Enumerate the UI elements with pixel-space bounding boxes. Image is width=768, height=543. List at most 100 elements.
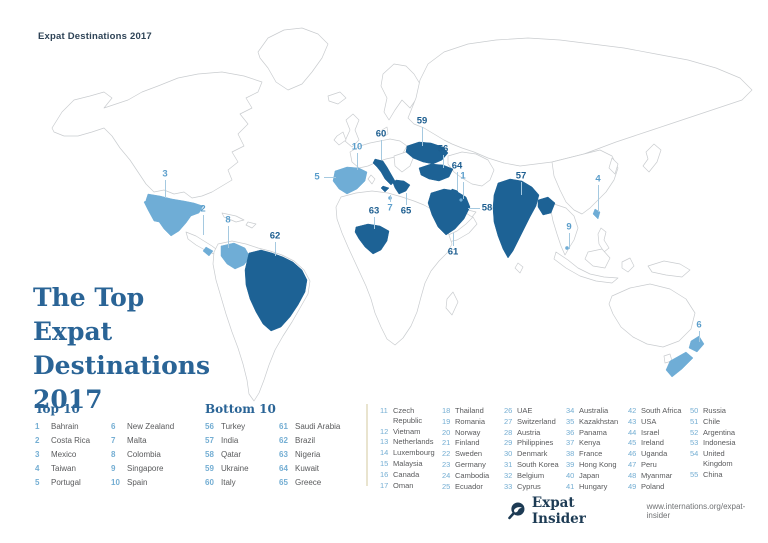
map-rank-10: 10 xyxy=(351,141,363,153)
ranking-country: South Africa xyxy=(641,406,682,415)
ranking-number: 13 xyxy=(380,437,389,447)
rank-leader-line xyxy=(164,180,166,198)
page-header-label: Expat Destinations 2017 xyxy=(38,31,152,42)
ranking-item: 19 Romania xyxy=(442,417,504,427)
ranking-column: 6 New Zealand 7 Malta 8 Colombia 9 Singapore 10 S… xyxy=(111,420,187,490)
rank-leader-line xyxy=(373,217,375,229)
philippines-outline xyxy=(597,227,610,253)
highlighted-countries xyxy=(143,141,705,378)
rank-leader-line xyxy=(468,207,480,209)
ranking-item: 5 Portugal xyxy=(35,476,111,490)
rankings-legend: Top 10 1 Bahrain 2 Costa Rica 3 Mexico 4 Taiwan… xyxy=(0,402,768,502)
ranking-item: 9 Singapore xyxy=(111,462,187,476)
rank-leader-line xyxy=(356,153,358,170)
ranking-country: Luxembourg xyxy=(393,448,435,458)
madagascar-outline xyxy=(445,291,459,316)
ranking-item: 13 Netherlands xyxy=(380,437,442,447)
ranking-column: 56 Turkey 57 India 58 Qatar 59 Ukraine 60 Italy xyxy=(205,420,279,490)
sumatra-java-outline xyxy=(553,251,619,284)
ranking-number: 62 xyxy=(279,436,288,445)
footer-url: www.internations.org/expat-insider xyxy=(646,502,746,520)
map-rank-63: 63 xyxy=(368,205,380,217)
ranking-country: Hungary xyxy=(579,481,608,491)
turkey-shape xyxy=(418,163,454,182)
ranking-item: 46 Uganda xyxy=(628,449,690,459)
ranking-number: 17 xyxy=(380,480,389,490)
ranking-country: Philippines xyxy=(517,438,554,448)
ranking-country: Brazil xyxy=(295,436,316,445)
ranking-country: Cambodia xyxy=(455,470,490,480)
ranking-number: 56 xyxy=(205,422,214,431)
ranking-number: 40 xyxy=(566,470,575,480)
map-rank-3: 3 xyxy=(162,168,168,180)
ranking-country: Sweden xyxy=(455,449,483,459)
ranking-item: 1 Bahrain xyxy=(35,420,111,434)
russia-asia-outline xyxy=(407,37,753,167)
ranking-number: 3 xyxy=(35,450,40,459)
ranking-country: Bahrain xyxy=(51,422,79,431)
ranking-country: Nigeria xyxy=(295,450,321,459)
ranking-country: Spain xyxy=(127,478,148,487)
iberia-shape xyxy=(332,166,368,195)
ranking-item: 57 India xyxy=(205,434,279,448)
denmark-outline xyxy=(381,126,389,138)
rank-leader-line xyxy=(324,176,336,178)
ranking-country: USA xyxy=(641,416,657,426)
ranking-item: 7 Malta xyxy=(111,434,187,448)
ranking-country: Hong Kong xyxy=(579,459,617,469)
ranking-item: 60 Italy xyxy=(205,476,279,490)
ranking-number: 59 xyxy=(205,464,214,473)
ranking-number: 11 xyxy=(380,406,388,415)
australia-outline xyxy=(608,283,696,348)
indochina-outline xyxy=(550,203,579,256)
ranking-country: Netherlands xyxy=(393,437,434,447)
ranking-country: Malta xyxy=(127,436,147,445)
rank-leader-line xyxy=(380,140,382,160)
ranking-column: 61 Saudi Arabia 62 Brazil 63 Nigeria 64 Kuwait 6… xyxy=(279,420,353,490)
greece-shape xyxy=(392,179,411,195)
rank-leader-line xyxy=(421,127,423,146)
ranking-item: 51 Chile xyxy=(690,417,752,427)
ranking-item: 42 South Africa xyxy=(628,406,690,416)
ranking-country: Oman xyxy=(393,480,414,490)
ranking-country: India xyxy=(221,436,239,445)
map-rank-1: 1 xyxy=(460,170,466,182)
ranking-number: 43 xyxy=(628,416,637,426)
ranking-country: Poland xyxy=(641,481,665,491)
ranking-number: 12 xyxy=(380,426,389,436)
ranking-item: 48 Myanmar xyxy=(628,471,690,481)
ranking-country: China xyxy=(703,469,723,479)
north-america-outline xyxy=(51,71,263,199)
new-zealand-north-shape xyxy=(688,335,705,353)
taiwan-shape xyxy=(592,208,601,220)
ranking-country: Finland xyxy=(455,438,480,448)
cuba-outline xyxy=(221,212,245,223)
map-rank-59: 59 xyxy=(416,115,428,127)
ranking-country: Cyprus xyxy=(517,481,541,491)
rank-leader-line xyxy=(274,242,276,256)
ranking-number: 10 xyxy=(111,478,120,487)
ranking-item: 32 Belgium xyxy=(504,471,566,481)
india-northeast-shape xyxy=(537,196,556,216)
india-shape xyxy=(492,178,540,259)
hispaniola-outline xyxy=(245,221,257,229)
ranking-country: Ecuador xyxy=(455,481,483,491)
rank-leader-line xyxy=(456,172,458,191)
ranking-country: Kazakhstan xyxy=(579,416,619,426)
ranking-item: 21 Finland xyxy=(442,438,504,448)
map-rank-7: 7 xyxy=(387,202,393,214)
title-line-4: 2017 xyxy=(33,385,103,414)
map-rank-65: 65 xyxy=(400,205,412,217)
rank-leader-line xyxy=(568,233,570,249)
ranking-number: 41 xyxy=(566,481,575,491)
bottom10-columns: 56 Turkey 57 India 58 Qatar 59 Ukraine 60 Italy 61… xyxy=(205,420,363,490)
rank-leader-line xyxy=(389,195,391,202)
ranking-number: 58 xyxy=(205,450,214,459)
ranking-item: 22 Sweden xyxy=(442,449,504,459)
costa-rica-shape xyxy=(202,246,214,257)
ranking-item: 63 Nigeria xyxy=(279,448,353,462)
ranking-country: UAE xyxy=(517,406,533,415)
ranking-number: 35 xyxy=(566,416,575,426)
ranking-item: 8 Colombia xyxy=(111,448,187,462)
